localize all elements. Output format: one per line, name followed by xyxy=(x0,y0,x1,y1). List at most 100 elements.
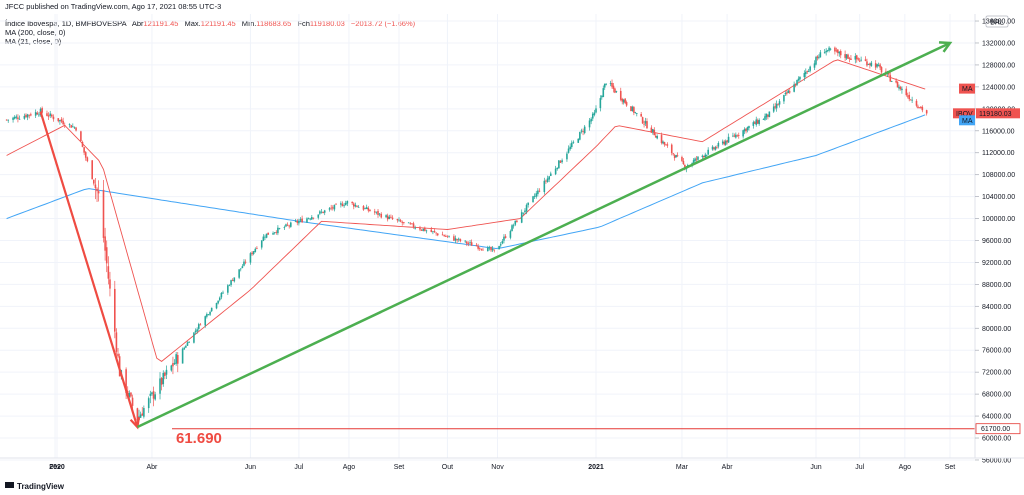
candle-body xyxy=(717,143,720,147)
candle-body xyxy=(173,362,176,365)
y-tick-label: 72000.00 xyxy=(982,370,1011,377)
candle-body xyxy=(595,108,597,113)
candle-body xyxy=(787,90,790,94)
candle-body xyxy=(388,216,391,219)
candle-body xyxy=(386,215,389,220)
candle-body xyxy=(218,297,221,301)
candle-body xyxy=(26,114,29,118)
candle-body xyxy=(320,211,323,213)
candle-body xyxy=(164,372,166,377)
candle-body xyxy=(256,247,258,249)
candle-body xyxy=(470,242,473,246)
candle-body xyxy=(278,228,281,230)
candle-body xyxy=(254,248,257,252)
candle-body xyxy=(535,193,538,197)
candle-body xyxy=(543,180,546,193)
candle-body xyxy=(682,160,685,165)
candle-body xyxy=(793,84,795,92)
candle-body xyxy=(34,112,37,116)
candle-body xyxy=(480,248,483,250)
candle-body xyxy=(275,232,278,234)
candle-body xyxy=(217,300,219,304)
candle-body xyxy=(175,354,177,364)
candle-body xyxy=(264,236,266,238)
candle-body xyxy=(504,236,507,238)
candle-body xyxy=(419,227,421,230)
candle-body xyxy=(477,245,479,249)
candle-body xyxy=(238,269,240,278)
candle-body xyxy=(151,392,153,395)
drop-arrow-head xyxy=(129,417,141,430)
candle-body xyxy=(81,142,84,147)
candle-body xyxy=(491,248,494,251)
candle-body xyxy=(128,393,131,398)
candle-body xyxy=(93,179,95,184)
candle-body xyxy=(823,52,826,54)
candle-body xyxy=(244,261,247,263)
candle-body xyxy=(816,56,819,59)
candle-body xyxy=(306,218,308,223)
uptrend-arrow-head xyxy=(938,41,953,53)
candle-body xyxy=(828,47,830,51)
candle-body xyxy=(921,107,924,111)
low-line-tag-value: 61700.00 xyxy=(981,426,1010,433)
candle-body xyxy=(653,129,656,136)
candle-body xyxy=(917,106,919,108)
candle-body xyxy=(228,285,231,287)
candle-body xyxy=(733,135,736,137)
x-tick-label: 2020 xyxy=(49,464,65,471)
candle-body xyxy=(567,148,570,153)
candle-body xyxy=(697,156,699,160)
candle-body xyxy=(143,408,145,417)
candle-body xyxy=(115,332,118,352)
candle-body xyxy=(335,203,337,205)
candle-body xyxy=(716,147,718,149)
candle-body xyxy=(294,221,297,222)
candle-body xyxy=(147,398,150,409)
candle-body xyxy=(742,130,744,137)
candle-body xyxy=(97,191,100,194)
candle-body xyxy=(478,247,481,249)
candle-body xyxy=(62,120,64,125)
x-tick-label: Abr xyxy=(722,464,734,471)
candle-body xyxy=(311,217,313,220)
candle-body xyxy=(644,121,647,124)
candle-body xyxy=(288,225,290,227)
x-tick-label: Out xyxy=(442,464,453,471)
candle-body xyxy=(424,227,426,231)
candle-body xyxy=(694,158,696,161)
candle-body xyxy=(344,202,347,206)
candle-body xyxy=(621,98,624,102)
y-tick-label: 84000.00 xyxy=(982,304,1011,311)
candle-body xyxy=(369,209,371,212)
candle-body xyxy=(443,235,446,237)
candle-body xyxy=(583,126,586,134)
candle-body xyxy=(774,106,776,108)
candle-body xyxy=(446,235,449,237)
candle-body xyxy=(799,76,801,80)
candle-body xyxy=(357,206,360,208)
candle-body xyxy=(665,144,667,146)
price-axis[interactable]: 136000.00132000.00128000.00124000.001200… xyxy=(975,19,1015,465)
candle-body xyxy=(901,88,903,91)
candle-body xyxy=(149,393,152,396)
candle-body xyxy=(656,136,658,139)
candle-body xyxy=(425,230,428,232)
currency-badge[interactable] xyxy=(985,15,1009,28)
candle-body xyxy=(909,99,912,101)
candle-body xyxy=(554,168,557,175)
candle-body xyxy=(117,353,119,357)
candle-body xyxy=(46,113,48,116)
candle-body xyxy=(351,201,353,204)
candle-body xyxy=(25,114,27,118)
candle-body xyxy=(533,196,536,197)
candle-body xyxy=(459,239,462,242)
ma200-path xyxy=(6,114,926,250)
candle-body xyxy=(918,107,921,109)
candle-body xyxy=(858,60,861,62)
candle-body xyxy=(516,220,518,223)
candle-body xyxy=(215,303,218,309)
